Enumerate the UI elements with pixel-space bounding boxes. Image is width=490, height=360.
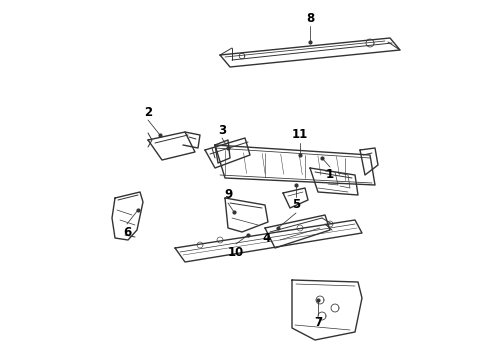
Text: 9: 9	[224, 189, 232, 202]
Text: 3: 3	[218, 123, 226, 136]
Text: 10: 10	[228, 246, 244, 258]
Text: 6: 6	[123, 225, 131, 238]
Text: 5: 5	[292, 198, 300, 211]
Text: 4: 4	[263, 231, 271, 244]
Text: 1: 1	[326, 168, 334, 181]
Text: 2: 2	[144, 105, 152, 118]
Text: 7: 7	[314, 316, 322, 329]
Text: 8: 8	[306, 12, 314, 24]
Text: 11: 11	[292, 129, 308, 141]
